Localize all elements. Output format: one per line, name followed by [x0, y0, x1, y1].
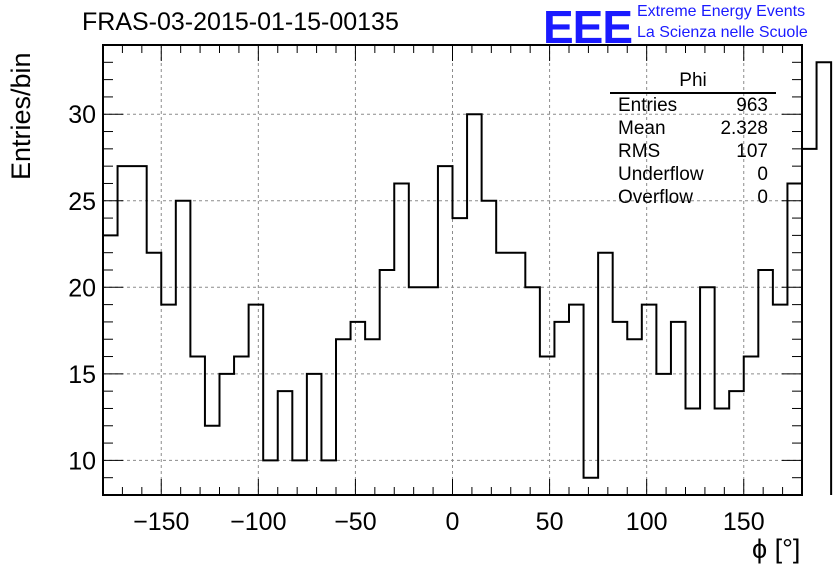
eee-logo: EEE: [543, 1, 633, 53]
stats-row-underflow: Underflow 0: [610, 163, 776, 186]
stats-label: Mean: [618, 118, 666, 139]
y-tick-label: 30: [68, 101, 96, 129]
x-tick-label: −50: [334, 508, 376, 536]
x-tick-label: 50: [536, 508, 564, 536]
x-tick-label: 100: [626, 508, 668, 536]
stats-value: 0: [757, 164, 768, 185]
stats-row-entries: Entries 963: [610, 94, 776, 117]
plot-frame: [102, 44, 803, 496]
x-tick-label: 150: [723, 508, 765, 536]
logo-subtitle-2: La Scienza nelle Scuole: [637, 24, 808, 41]
stats-value: 0: [757, 187, 768, 208]
stats-box: Phi Entries 963 Mean 2.328 RMS 107 Under…: [610, 70, 776, 209]
stats-label: Overflow: [618, 187, 693, 208]
stats-row-overflow: Overflow 0: [610, 186, 776, 209]
histogram-line: [102, 61, 833, 495]
logo-subtitle-1: Extreme Energy Events: [637, 3, 806, 20]
stats-row-mean: Mean 2.328: [610, 117, 776, 140]
y-tick-label: 10: [68, 447, 96, 475]
stats-row-rms: RMS 107: [610, 140, 776, 163]
y-axis-label: Entries/bin: [6, 52, 36, 180]
stats-value: 107: [736, 141, 768, 162]
x-axis-label: ϕ [°]: [752, 534, 801, 564]
y-tick-labels: 10 15 20 25 30: [68, 101, 96, 475]
stats-value: 963: [736, 95, 768, 116]
chart-title: FRAS-03-2015-01-15-00135: [82, 8, 399, 36]
stats-label: RMS: [618, 141, 661, 162]
x-tick-labels: −150 −100 −50 0 50 100 150: [133, 508, 765, 536]
y-tick-label: 20: [68, 274, 96, 302]
y-tick-label: 15: [68, 361, 96, 389]
stats-title: Phi: [610, 70, 776, 94]
x-tick-label: −150: [133, 508, 189, 536]
stats-label: Underflow: [618, 164, 704, 185]
stats-value: 2.328: [720, 118, 768, 139]
x-tick-label: −100: [230, 508, 286, 536]
stats-label: Entries: [618, 95, 678, 116]
y-tick-label: 25: [68, 188, 96, 216]
x-tick-label: 0: [446, 508, 460, 536]
